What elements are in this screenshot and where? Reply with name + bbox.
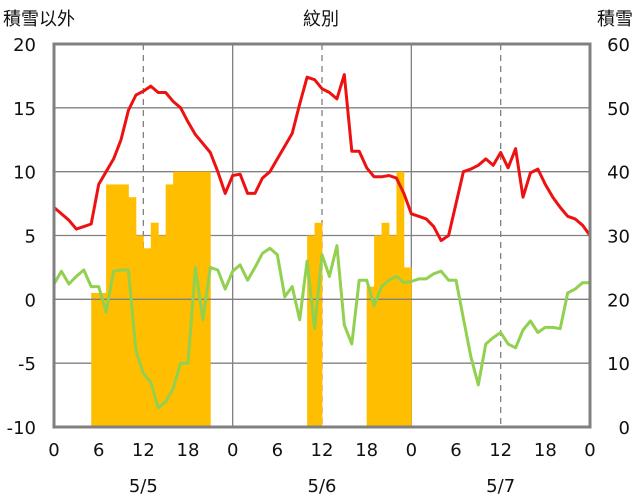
hour-tick-label: 0 [227,440,238,461]
hour-tick-label: 18 [355,440,378,461]
left-tick-label: -10 [7,418,36,439]
snow-bar [381,222,390,427]
left-tick-label: 20 [13,35,36,56]
hour-tick-label: 6 [93,440,104,461]
snow-bar [91,292,100,427]
left-tick-label: -5 [18,354,36,375]
snow-bar [121,184,129,427]
left-tick-label: 10 [13,163,36,184]
snow-bar [374,235,382,427]
right-tick-label: 10 [607,354,630,375]
hour-tick-label: 12 [311,440,334,461]
left-tick-label: 15 [13,99,36,120]
left-axis-title: 積雪以外 [3,9,75,30]
hour-tick-label: 18 [177,440,200,461]
left-tick-label: 0 [25,290,36,311]
hour-tick-label: 6 [450,440,461,461]
snow-bar [98,292,107,427]
day-label: 5/7 [486,476,515,497]
chart-title: 紋別 [303,9,339,30]
snow-bar [389,235,397,427]
green-series-line [52,244,590,410]
snow-bar [106,184,114,427]
snow-bar [314,222,323,427]
axes-frame [52,42,592,429]
right-tick-label: 40 [607,163,630,184]
snow-bar [165,184,174,427]
right-tick-label: 60 [607,35,630,56]
red-series-line [53,73,592,243]
snow-bar [158,235,167,427]
hour-tick-label: 12 [489,440,512,461]
hour-tick-label: 0 [406,440,417,461]
right-tick-label: 0 [619,418,630,439]
plot-frame [52,42,592,429]
hour-tick-label: 0 [48,440,59,461]
right-axis-title: 積雪 [597,9,633,30]
day-label: 5/5 [129,476,158,497]
hour-tick-label: 18 [534,440,557,461]
snow-bar [150,222,159,427]
snow-bar [135,235,144,427]
snow-bar [366,286,375,427]
day-label: 5/6 [308,476,337,497]
hour-tick-label: 0 [584,440,595,461]
snow-bar [143,248,152,427]
right-tick-label: 30 [607,227,630,248]
right-tick-label: 20 [607,290,630,311]
right-tick-label: 50 [607,99,630,120]
snow-bar [307,235,315,427]
snow-bar [113,184,122,427]
hour-tick-label: 12 [132,440,155,461]
hour-tick-label: 6 [272,440,283,461]
snow-bar [403,267,412,427]
left-tick-label: 5 [25,227,36,248]
